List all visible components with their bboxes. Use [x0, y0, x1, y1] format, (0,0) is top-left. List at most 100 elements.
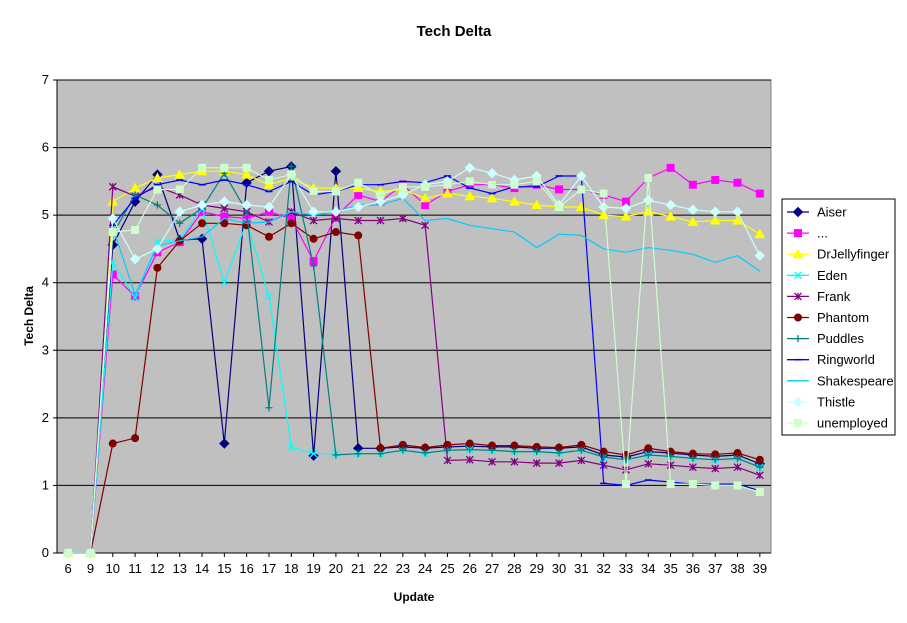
- data-point-thistle: [754, 250, 766, 261]
- data-point-unemployed: [465, 177, 474, 186]
- data-point-phantom: [331, 228, 340, 237]
- data-point-puddles: [466, 446, 474, 454]
- x-tick-label: 16: [239, 561, 253, 576]
- data-point-unemployed: [421, 182, 430, 191]
- data-point-thistle: [665, 199, 676, 211]
- x-tick-label: 18: [284, 561, 298, 576]
- data-point-unemployed: [220, 163, 229, 172]
- legend-label: unemployed: [817, 416, 888, 431]
- legend-label: Eden: [817, 268, 847, 283]
- data-point-thistle: [129, 253, 141, 265]
- data-point-unemployed: [733, 481, 742, 490]
- legend-marker: [794, 229, 802, 238]
- data-point-puddles: [131, 191, 139, 199]
- data-point-eden: [265, 292, 273, 301]
- y-axis-ticks: 0 1 2 3 4 5 6 7: [42, 72, 771, 560]
- data-point-thistle: [598, 201, 609, 213]
- x-tick-label: 30: [552, 561, 566, 576]
- data-point-frank: [510, 457, 519, 466]
- data-point-unemployed: [131, 226, 140, 235]
- x-tick-label: 25: [440, 561, 454, 576]
- data-point-eden: [131, 293, 140, 302]
- data-point-thistle: [710, 206, 721, 217]
- series-layer: [62, 161, 766, 559]
- data-point-unemployed: [621, 480, 630, 489]
- data-point-thistle: [464, 162, 475, 174]
- data-point-unemployed: [644, 173, 653, 182]
- data-point-unemployed: [153, 185, 162, 194]
- x-tick-label: 26: [463, 561, 477, 576]
- data-point-thistle: [732, 206, 743, 217]
- legend-marker: [794, 419, 802, 427]
- data-point-thistle: [174, 206, 185, 217]
- legend-item-ellipsis: ...: [787, 226, 828, 241]
- data-point-unemployed: [577, 185, 586, 194]
- data-point-drjellyfinger: [419, 192, 431, 203]
- legend-item-frank: Frank: [787, 289, 851, 304]
- data-point-drjellyfinger: [241, 169, 253, 179]
- y-axis-title: Tech Delta: [22, 286, 36, 346]
- y-tick-label: 0: [42, 545, 49, 560]
- data-point-unemployed: [264, 176, 273, 185]
- data-point-unemployed: [555, 203, 564, 212]
- data-point-thistle: [353, 201, 364, 213]
- x-tick-label: 11: [128, 561, 142, 576]
- data-point-puddles: [510, 448, 518, 456]
- legend-label: Ringworld: [817, 352, 875, 367]
- x-tick-label: 23: [396, 561, 410, 576]
- data-point-puddles: [399, 446, 407, 454]
- legend-item-ringworld: Ringworld: [787, 352, 875, 367]
- data-point-phantom: [354, 231, 363, 240]
- data-point-puddles: [287, 162, 295, 170]
- data-point-puddles: [533, 448, 541, 456]
- series-line-ringworld: [68, 175, 760, 554]
- x-tick-label: 6: [65, 561, 72, 576]
- data-point-drjellyfinger: [665, 210, 676, 221]
- x-tick-label: 31: [574, 561, 588, 576]
- y-tick-label: 5: [42, 207, 49, 222]
- series-line-puddles: [68, 166, 761, 554]
- data-point-unemployed: [86, 549, 95, 557]
- series-frank: [64, 182, 764, 557]
- data-point-puddles: [689, 454, 697, 462]
- data-point-frank: [532, 459, 541, 468]
- data-point-drjellyfinger: [352, 182, 364, 193]
- data-point-puddles: [577, 446, 585, 454]
- data-point-unemployed: [64, 549, 73, 557]
- data-point-ellipsis: [666, 163, 675, 172]
- series-shakespeare: [68, 197, 761, 554]
- x-tick-label: 21: [351, 561, 365, 576]
- x-tick-label: 14: [195, 561, 209, 576]
- data-point-phantom: [644, 444, 653, 453]
- legend-label: Phantom: [817, 310, 869, 325]
- data-point-puddles: [756, 463, 764, 471]
- data-point-puddles: [332, 451, 340, 459]
- data-point-frank: [398, 214, 407, 223]
- data-point-thistle: [263, 201, 275, 213]
- data-point-frank: [376, 216, 385, 225]
- data-point-unemployed: [711, 481, 720, 490]
- data-point-puddles: [644, 451, 652, 459]
- legend-marker: [792, 248, 804, 259]
- x-tick-label: 13: [172, 561, 186, 576]
- data-point-frank: [688, 463, 697, 472]
- data-point-unemployed: [532, 177, 541, 186]
- legend-item-eden: Eden: [787, 268, 847, 283]
- data-point-phantom: [153, 263, 162, 272]
- data-point-drjellyfinger: [687, 216, 699, 226]
- data-point-frank: [108, 182, 117, 191]
- legend-label: DrJellyfinger: [817, 247, 890, 262]
- x-tick-label: 33: [619, 561, 633, 576]
- x-axis-title: Update: [394, 590, 435, 604]
- legend-item-shakespeare: Shakespeare: [787, 373, 894, 388]
- data-point-frank: [599, 461, 608, 470]
- x-tick-label: 22: [373, 561, 387, 576]
- data-point-frank: [755, 471, 764, 480]
- data-point-drjellyfinger: [509, 196, 520, 206]
- x-tick-label: 12: [150, 561, 164, 576]
- legend-item-thistle: Thistle: [787, 394, 855, 409]
- y-tick-label: 2: [42, 410, 49, 425]
- data-point-phantom: [131, 434, 140, 443]
- data-point-puddles: [377, 450, 385, 458]
- x-tick-label: 17: [262, 561, 276, 576]
